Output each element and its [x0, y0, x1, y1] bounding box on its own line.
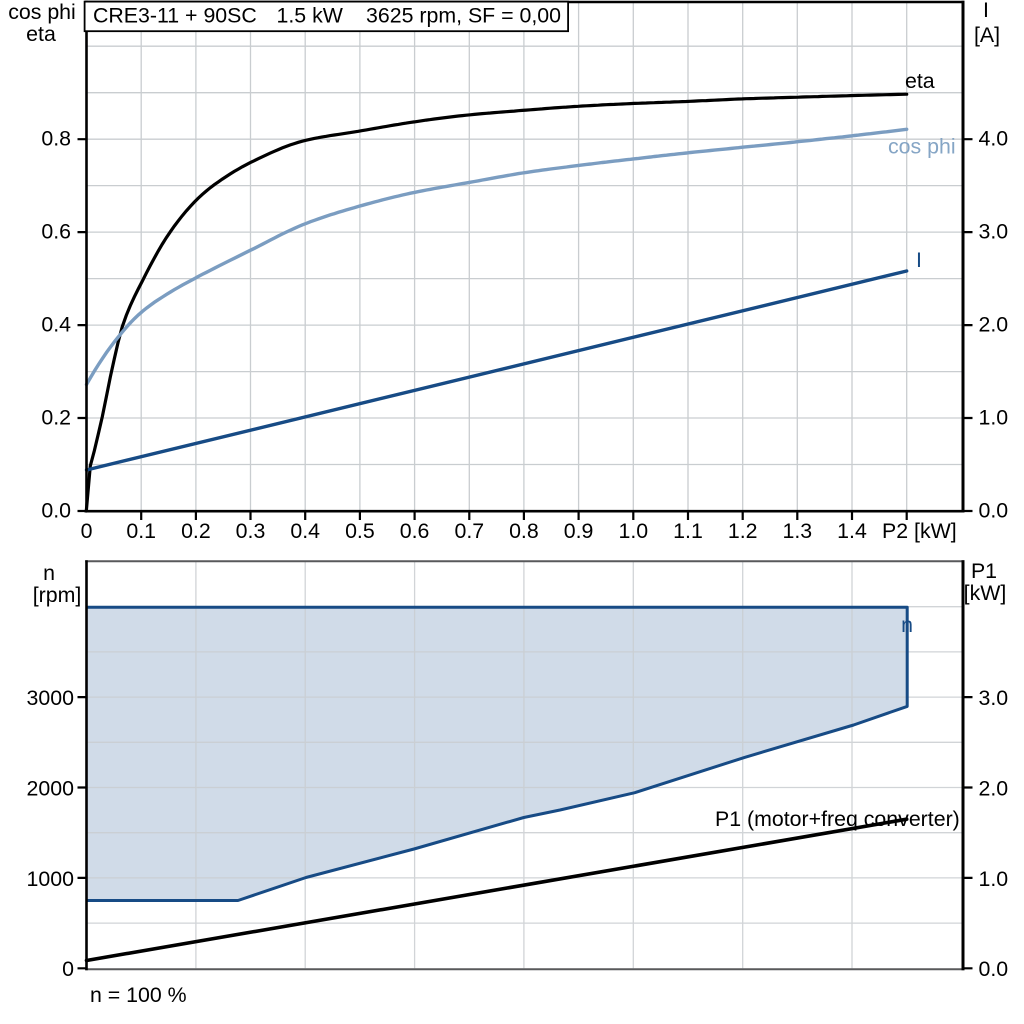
- svg-text:cos phi: cos phi: [888, 134, 956, 158]
- svg-text:eta: eta: [26, 22, 56, 46]
- svg-text:0: 0: [62, 957, 74, 981]
- svg-text:0: 0: [81, 519, 93, 543]
- svg-text:0.2: 0.2: [181, 519, 211, 543]
- svg-text:0.8: 0.8: [509, 519, 539, 543]
- svg-text:0.4: 0.4: [41, 312, 71, 336]
- svg-text:1.0: 1.0: [618, 519, 648, 543]
- svg-text:eta: eta: [905, 69, 935, 93]
- svg-text:2.0: 2.0: [979, 312, 1009, 336]
- svg-text:0.3: 0.3: [236, 519, 266, 543]
- svg-text:1.2: 1.2: [728, 519, 758, 543]
- svg-text:2.0: 2.0: [979, 776, 1009, 800]
- svg-text:[rpm]: [rpm]: [33, 583, 82, 607]
- svg-text:0.1: 0.1: [126, 519, 156, 543]
- svg-text:0.0: 0.0: [979, 498, 1009, 522]
- svg-text:0.8: 0.8: [41, 127, 71, 151]
- svg-text:1.5 kW: 1.5 kW: [277, 3, 344, 27]
- svg-text:n: n: [901, 613, 913, 637]
- svg-text:0.7: 0.7: [454, 519, 484, 543]
- svg-text:I: I: [983, 0, 989, 22]
- svg-text:1000: 1000: [27, 867, 75, 891]
- svg-text:0.6: 0.6: [41, 219, 71, 243]
- svg-text:[A]: [A]: [974, 23, 1000, 47]
- svg-text:n: n: [43, 561, 55, 585]
- svg-text:3625 rpm, SF = 0,00: 3625 rpm, SF = 0,00: [366, 3, 561, 27]
- svg-text:1.1: 1.1: [673, 519, 703, 543]
- svg-text:3000: 3000: [27, 686, 75, 710]
- svg-text:[kW]: [kW]: [964, 581, 1007, 605]
- svg-text:CRE3-11 + 90SC: CRE3-11 + 90SC: [93, 3, 257, 27]
- svg-text:1.0: 1.0: [979, 405, 1009, 429]
- svg-text:n = 100 %: n = 100 %: [90, 983, 187, 1007]
- svg-text:0.5: 0.5: [345, 519, 375, 543]
- svg-text:0.2: 0.2: [41, 405, 71, 429]
- svg-text:P1 (motor+freq converter): P1 (motor+freq converter): [715, 807, 960, 831]
- svg-text:I: I: [916, 248, 922, 272]
- svg-text:0.0: 0.0: [979, 957, 1009, 981]
- svg-text:P1: P1: [971, 559, 997, 583]
- svg-text:cos phi: cos phi: [8, 0, 76, 24]
- svg-text:0.6: 0.6: [400, 519, 430, 543]
- svg-text:1.3: 1.3: [782, 519, 812, 543]
- svg-text:1.0: 1.0: [979, 867, 1009, 891]
- svg-text:1.4: 1.4: [837, 519, 867, 543]
- svg-text:3.0: 3.0: [979, 686, 1009, 710]
- svg-text:0.4: 0.4: [290, 519, 320, 543]
- svg-text:4.0: 4.0: [979, 127, 1009, 151]
- svg-text:0.0: 0.0: [41, 498, 71, 522]
- svg-text:P2 [kW]: P2 [kW]: [882, 519, 957, 543]
- svg-text:2000: 2000: [27, 776, 75, 800]
- svg-text:0.9: 0.9: [564, 519, 594, 543]
- svg-text:3.0: 3.0: [979, 219, 1009, 243]
